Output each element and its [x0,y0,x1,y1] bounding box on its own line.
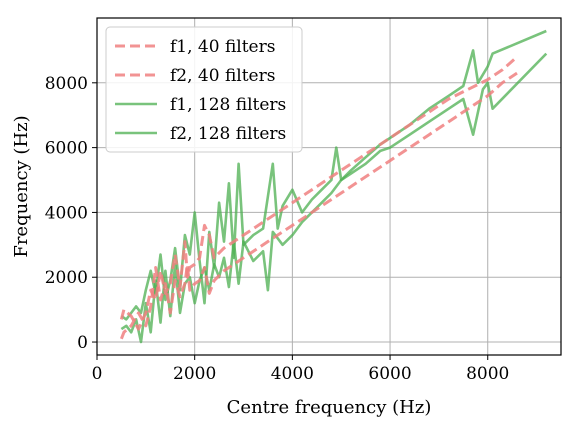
x-tick-label: 8000 [466,364,509,384]
y-tick-label: 0 [77,333,88,353]
legend-label: f2, 40 filters [170,66,275,86]
legend-box [105,26,303,153]
legend-label: f2, 128 filters [170,124,286,144]
y-tick-label: 6000 [45,139,88,159]
series-layer [119,29,548,344]
x-tick-label: 4000 [271,364,314,384]
y-tick-label: 2000 [45,268,88,288]
legend: f1, 40 filters f2, 40 filters f1, 128 filt… [105,26,303,153]
x-axis-title: Centre frequency (Hz) [227,397,432,418]
y-tick-label: 4000 [45,203,88,223]
legend-label: f1, 40 filters [170,37,275,57]
series-line-4 [120,52,548,344]
x-tick-label: 0 [92,364,103,384]
legend-label: f1, 128 filters [170,95,286,115]
series-line-2 [119,71,518,340]
y-tick-label: 8000 [45,74,88,94]
y-axis-title: Frequency (Hz) [11,115,32,257]
plot-frame [96,17,562,356]
x-tick-label: 6000 [368,364,411,384]
series-line-1 [119,55,518,331]
axis-ticks: 0 2000 4000 6000 8000 0 2000 4000 6000 8000 [45,74,510,384]
x-tick-label: 2000 [173,364,216,384]
